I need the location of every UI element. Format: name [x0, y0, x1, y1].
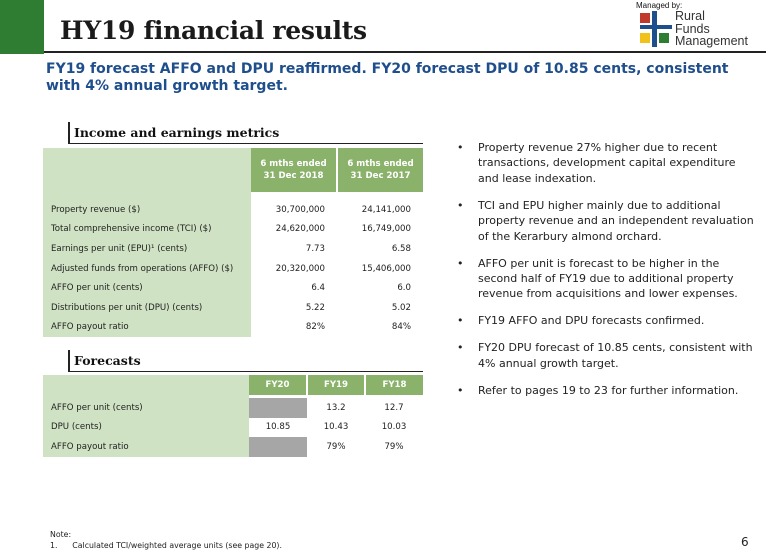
row-label: Property revenue ($) — [43, 200, 251, 220]
forecasts-header-blank — [43, 375, 249, 395]
table-row: AFFO per unit (cents) 13.2 12.7 — [43, 398, 423, 418]
table-row: AFFO payout ratio 79% 79% — [43, 437, 423, 457]
cell-value: 5.02 — [391, 302, 411, 313]
forecasts-heading-text: Forecasts — [74, 353, 141, 368]
column-header: 6 mths ended 31 Dec 2017 — [337, 148, 423, 192]
cell-empty — [249, 437, 307, 457]
page-number: 6 — [741, 535, 749, 549]
table-row: Distributions per unit (DPU) (cents) 5.2… — [43, 297, 423, 318]
cell-value: 13.2 — [326, 402, 346, 413]
table-row: AFFO payout ratio 82% 84% — [43, 317, 423, 338]
income-header-blank — [43, 148, 251, 192]
bullet-text: Property revenue 27% higher due to recen… — [478, 141, 736, 185]
section-marker — [68, 350, 70, 372]
footnote-label: Note: — [50, 530, 72, 539]
logo-managed-by: Managed by: — [636, 1, 683, 10]
cell-value: 6.4 — [311, 283, 325, 294]
bullet-dot-icon: • — [457, 341, 464, 355]
row-label: Adjusted funds from operations (AFFO) ($… — [43, 258, 251, 279]
slide-subtitle: FY19 forecast AFFO and DPU reaffirmed. F… — [46, 61, 729, 94]
table-row: Total comprehensive income (TCI) ($) 24,… — [43, 219, 423, 240]
page-title: HY19 financial results — [60, 16, 367, 45]
bullet-item: • Refer to pages 19 to 23 for further inf… — [457, 383, 757, 398]
cell-empty — [249, 398, 307, 418]
bullet-item: • FY19 AFFO and DPU forecasts confirmed. — [457, 313, 757, 328]
table-row: Property revenue ($) 30,700,000 24,141,0… — [43, 200, 423, 220]
bullet-item: • Property revenue 27% higher due to rece… — [457, 140, 757, 186]
bullet-dot-icon: • — [457, 141, 464, 154]
logo-wordmark: Rural Funds Management — [675, 10, 748, 48]
cell-value: 6.0 — [397, 283, 411, 294]
title-accent-bar — [0, 0, 44, 54]
forecasts-section-heading: Forecasts — [68, 350, 141, 372]
cell-value: 7.73 — [305, 243, 325, 254]
cell-value: 16,749,000 — [361, 224, 411, 235]
bullet-dot-icon: • — [457, 383, 464, 397]
logo-word-rural: Rural — [675, 9, 705, 23]
bullet-item: • AFFO per unit is forecast to be higher … — [457, 256, 757, 302]
cell-value: 30,700,000 — [275, 204, 325, 215]
logo-word-management: Management — [675, 34, 748, 48]
column-header: 6 mths ended 31 Dec 2018 — [251, 148, 338, 192]
column-header: FY19 — [307, 375, 366, 395]
footnote: Note: 1. Calculated TCI/weighted average… — [50, 529, 282, 551]
bullet-dot-icon: • — [457, 198, 464, 212]
footnote-text: 1. Calculated TCI/weighted average units… — [50, 541, 282, 550]
bullet-text: AFFO per unit is forecast to be higher i… — [478, 256, 738, 301]
income-section-heading: Income and earnings metrics — [68, 122, 280, 144]
bullet-item: • TCI and EPU higher mainly due to additi… — [457, 198, 757, 244]
cell-value: 79% — [384, 441, 404, 452]
bullet-dot-icon: • — [457, 314, 464, 328]
title-underline — [44, 51, 766, 53]
forecasts-header-row: FY20 FY19 FY18 — [43, 375, 423, 395]
row-label: Earnings per unit (EPU)¹ (cents) — [43, 239, 251, 259]
column-header: FY18 — [365, 375, 423, 395]
commentary-bullets: • Property revenue 27% higher due to rece… — [457, 140, 757, 410]
cell-value: 24,141,000 — [361, 204, 411, 215]
cell-value: 6.58 — [391, 243, 411, 254]
forecasts-table: FY20 FY19 FY18 AFFO per unit (cents) 13.… — [43, 375, 423, 457]
cell-value: 10.85 — [265, 422, 291, 433]
row-label: AFFO per unit (cents) — [43, 278, 251, 298]
cell-value: 24,620,000 — [275, 224, 325, 235]
table-row: Earnings per unit (EPU)¹ (cents) 7.73 6.… — [43, 239, 423, 259]
table-row: Adjusted funds from operations (AFFO) ($… — [43, 258, 423, 279]
section-marker — [68, 122, 70, 144]
bullet-text: FY20 DPU forecast of 10.85 cents, consis… — [478, 341, 753, 370]
bullet-item: • FY20 DPU forecast of 10.85 cents, consi… — [457, 340, 757, 371]
cell-value: 84% — [391, 322, 411, 333]
company-logo: Managed by: Rural Funds Management — [634, 1, 764, 51]
row-label: DPU (cents) — [43, 417, 249, 438]
logo-mark-icon — [640, 11, 672, 47]
table-row: AFFO per unit (cents) 6.4 6.0 — [43, 278, 423, 298]
income-table: 6 mths ended 31 Dec 2018 6 mths ended 31… — [43, 148, 423, 338]
cell-value: 20,320,000 — [275, 263, 325, 274]
column-header: FY20 — [249, 375, 308, 395]
income-heading-rule — [68, 143, 423, 144]
cell-value: 12.7 — [384, 402, 404, 413]
cell-value: 10.43 — [323, 422, 349, 433]
bullet-dot-icon: • — [457, 256, 464, 270]
row-label: AFFO per unit (cents) — [43, 398, 249, 418]
cell-value: 10.03 — [381, 422, 407, 433]
bullet-text: FY19 AFFO and DPU forecasts confirmed. — [478, 314, 705, 328]
cell-value: 15,406,000 — [361, 263, 411, 274]
row-label: AFFO payout ratio — [43, 317, 251, 338]
bullet-text: TCI and EPU higher mainly due to additio… — [478, 198, 754, 243]
income-header-row: 6 mths ended 31 Dec 2018 6 mths ended 31… — [43, 148, 423, 192]
row-label: Total comprehensive income (TCI) ($) — [43, 219, 251, 240]
logo-word-funds: Funds — [675, 21, 710, 36]
cell-value: 5.22 — [305, 302, 325, 313]
cell-value: 79% — [326, 441, 346, 452]
income-heading-text: Income and earnings metrics — [74, 125, 280, 140]
row-label: Distributions per unit (DPU) (cents) — [43, 297, 251, 318]
cell-value: 82% — [305, 322, 325, 333]
table-row: DPU (cents) 10.85 10.43 10.03 — [43, 417, 423, 438]
row-label: AFFO payout ratio — [43, 437, 249, 457]
forecasts-heading-rule — [68, 371, 423, 372]
bullet-text: Refer to pages 19 to 23 for further info… — [478, 383, 739, 397]
